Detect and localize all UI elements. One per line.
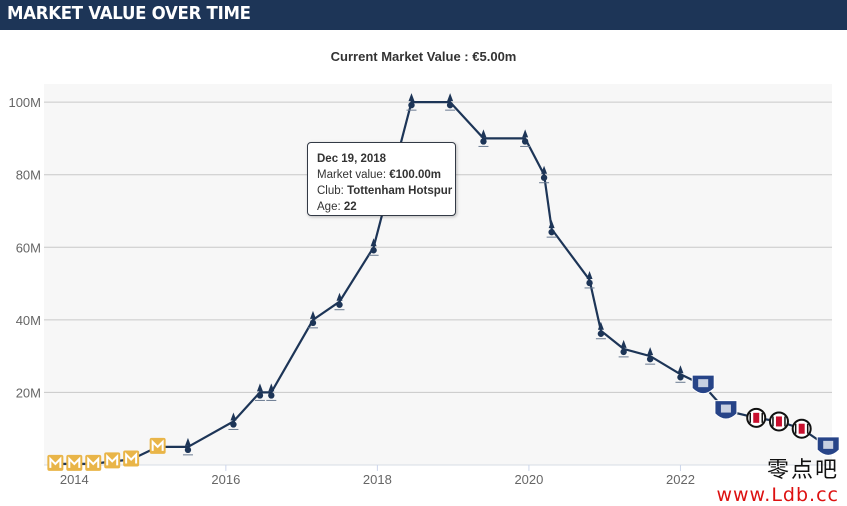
- current-market-value: Current Market Value : €5.00m: [0, 49, 847, 64]
- data-point[interactable]: [546, 220, 557, 238]
- data-point[interactable]: [66, 454, 83, 471]
- grid-lines: [44, 101, 832, 466]
- data-point[interactable]: [618, 339, 629, 358]
- y-tick-label: 80M: [16, 168, 41, 183]
- data-point[interactable]: [539, 165, 550, 184]
- data-point[interactable]: [746, 407, 767, 428]
- data-point[interactable]: [104, 452, 121, 469]
- data-point[interactable]: [85, 454, 102, 471]
- data-point[interactable]: [445, 93, 456, 111]
- data-point[interactable]: [645, 347, 656, 365]
- tooltip-age: Age: 22: [317, 201, 357, 213]
- y-tick-label: 20M: [16, 385, 41, 400]
- watermark: 零点吧 www.Ldb.cc: [716, 452, 839, 506]
- tottenham-crest-icon: [620, 348, 627, 356]
- tottenham-crest-icon: [480, 138, 487, 145]
- data-point[interactable]: [768, 411, 789, 432]
- data-point[interactable]: [406, 93, 417, 111]
- data-point[interactable]: [182, 437, 193, 456]
- y-axis: 20M 40M 60M 80M 100M: [8, 95, 41, 400]
- section-header: MARKET VALUE OVER TIME: [0, 0, 847, 30]
- data-point[interactable]: [816, 436, 840, 456]
- data-point[interactable]: [791, 418, 812, 439]
- data-point[interactable]: [595, 321, 606, 340]
- data-point[interactable]: [334, 292, 345, 311]
- x-tick-label: 2018: [363, 472, 392, 487]
- data-point[interactable]: [584, 270, 595, 289]
- tottenham-crest-icon: [256, 392, 264, 399]
- data-point[interactable]: [228, 412, 239, 430]
- point-tooltip: Dec 19, 2018 Market value: €100.00m Club…: [307, 142, 456, 216]
- tottenham-crest-icon: [184, 446, 192, 454]
- data-point[interactable]: [368, 238, 379, 256]
- data-point[interactable]: [478, 129, 489, 147]
- tottenham-crest-icon: [521, 138, 529, 145]
- tottenham-crest-icon: [309, 319, 317, 327]
- tottenham-crest-icon: [677, 374, 684, 381]
- tottenham-crest-icon: [336, 301, 343, 308]
- tottenham-crest-icon: [268, 392, 275, 399]
- current-market-value-label: Current Market Value :: [330, 49, 469, 64]
- y-tick-label: 60M: [16, 240, 41, 255]
- data-point[interactable]: [520, 129, 531, 147]
- tottenham-crest-icon: [540, 174, 548, 181]
- data-points[interactable]: [47, 93, 840, 471]
- watermark-url: www.Ldb.cc: [716, 484, 839, 506]
- x-tick-label: 2022: [666, 472, 695, 487]
- data-point[interactable]: [714, 400, 738, 420]
- tottenham-crest-icon: [446, 101, 454, 109]
- tottenham-crest-icon: [548, 228, 555, 236]
- current-market-value-amount: €5.00m: [472, 49, 517, 64]
- x-tick-label: 2016: [211, 472, 240, 487]
- data-point[interactable]: [675, 365, 686, 383]
- data-point[interactable]: [47, 454, 64, 471]
- x-tick-label: 2020: [514, 472, 543, 487]
- data-point[interactable]: [149, 437, 166, 454]
- data-point[interactable]: [254, 383, 265, 401]
- watermark-cn: 零点吧: [766, 458, 839, 483]
- data-point[interactable]: [123, 450, 140, 467]
- y-tick-label: 40M: [16, 313, 41, 328]
- tottenham-crest-icon: [370, 247, 377, 254]
- tooltip-date: Dec 19, 2018: [317, 153, 387, 165]
- tottenham-crest-icon: [586, 279, 593, 287]
- tottenham-crest-icon: [646, 355, 654, 363]
- section-title: MARKET VALUE OVER TIME: [7, 3, 251, 24]
- data-point[interactable]: [691, 374, 715, 395]
- tottenham-crest-icon: [597, 330, 605, 337]
- tottenham-crest-icon: [408, 101, 415, 109]
- y-tick-label: 100M: [8, 95, 41, 110]
- data-point[interactable]: [266, 383, 277, 401]
- tottenham-crest-icon: [230, 421, 237, 428]
- data-point[interactable]: [307, 310, 318, 329]
- tooltip-club: Club: Tottenham Hotspur: [317, 185, 453, 197]
- tooltip-market-value: Market value: €100.00m: [317, 169, 442, 181]
- x-axis: 2014 2016 2018 2020 2022: [60, 465, 695, 487]
- x-tick-label: 2014: [60, 472, 89, 487]
